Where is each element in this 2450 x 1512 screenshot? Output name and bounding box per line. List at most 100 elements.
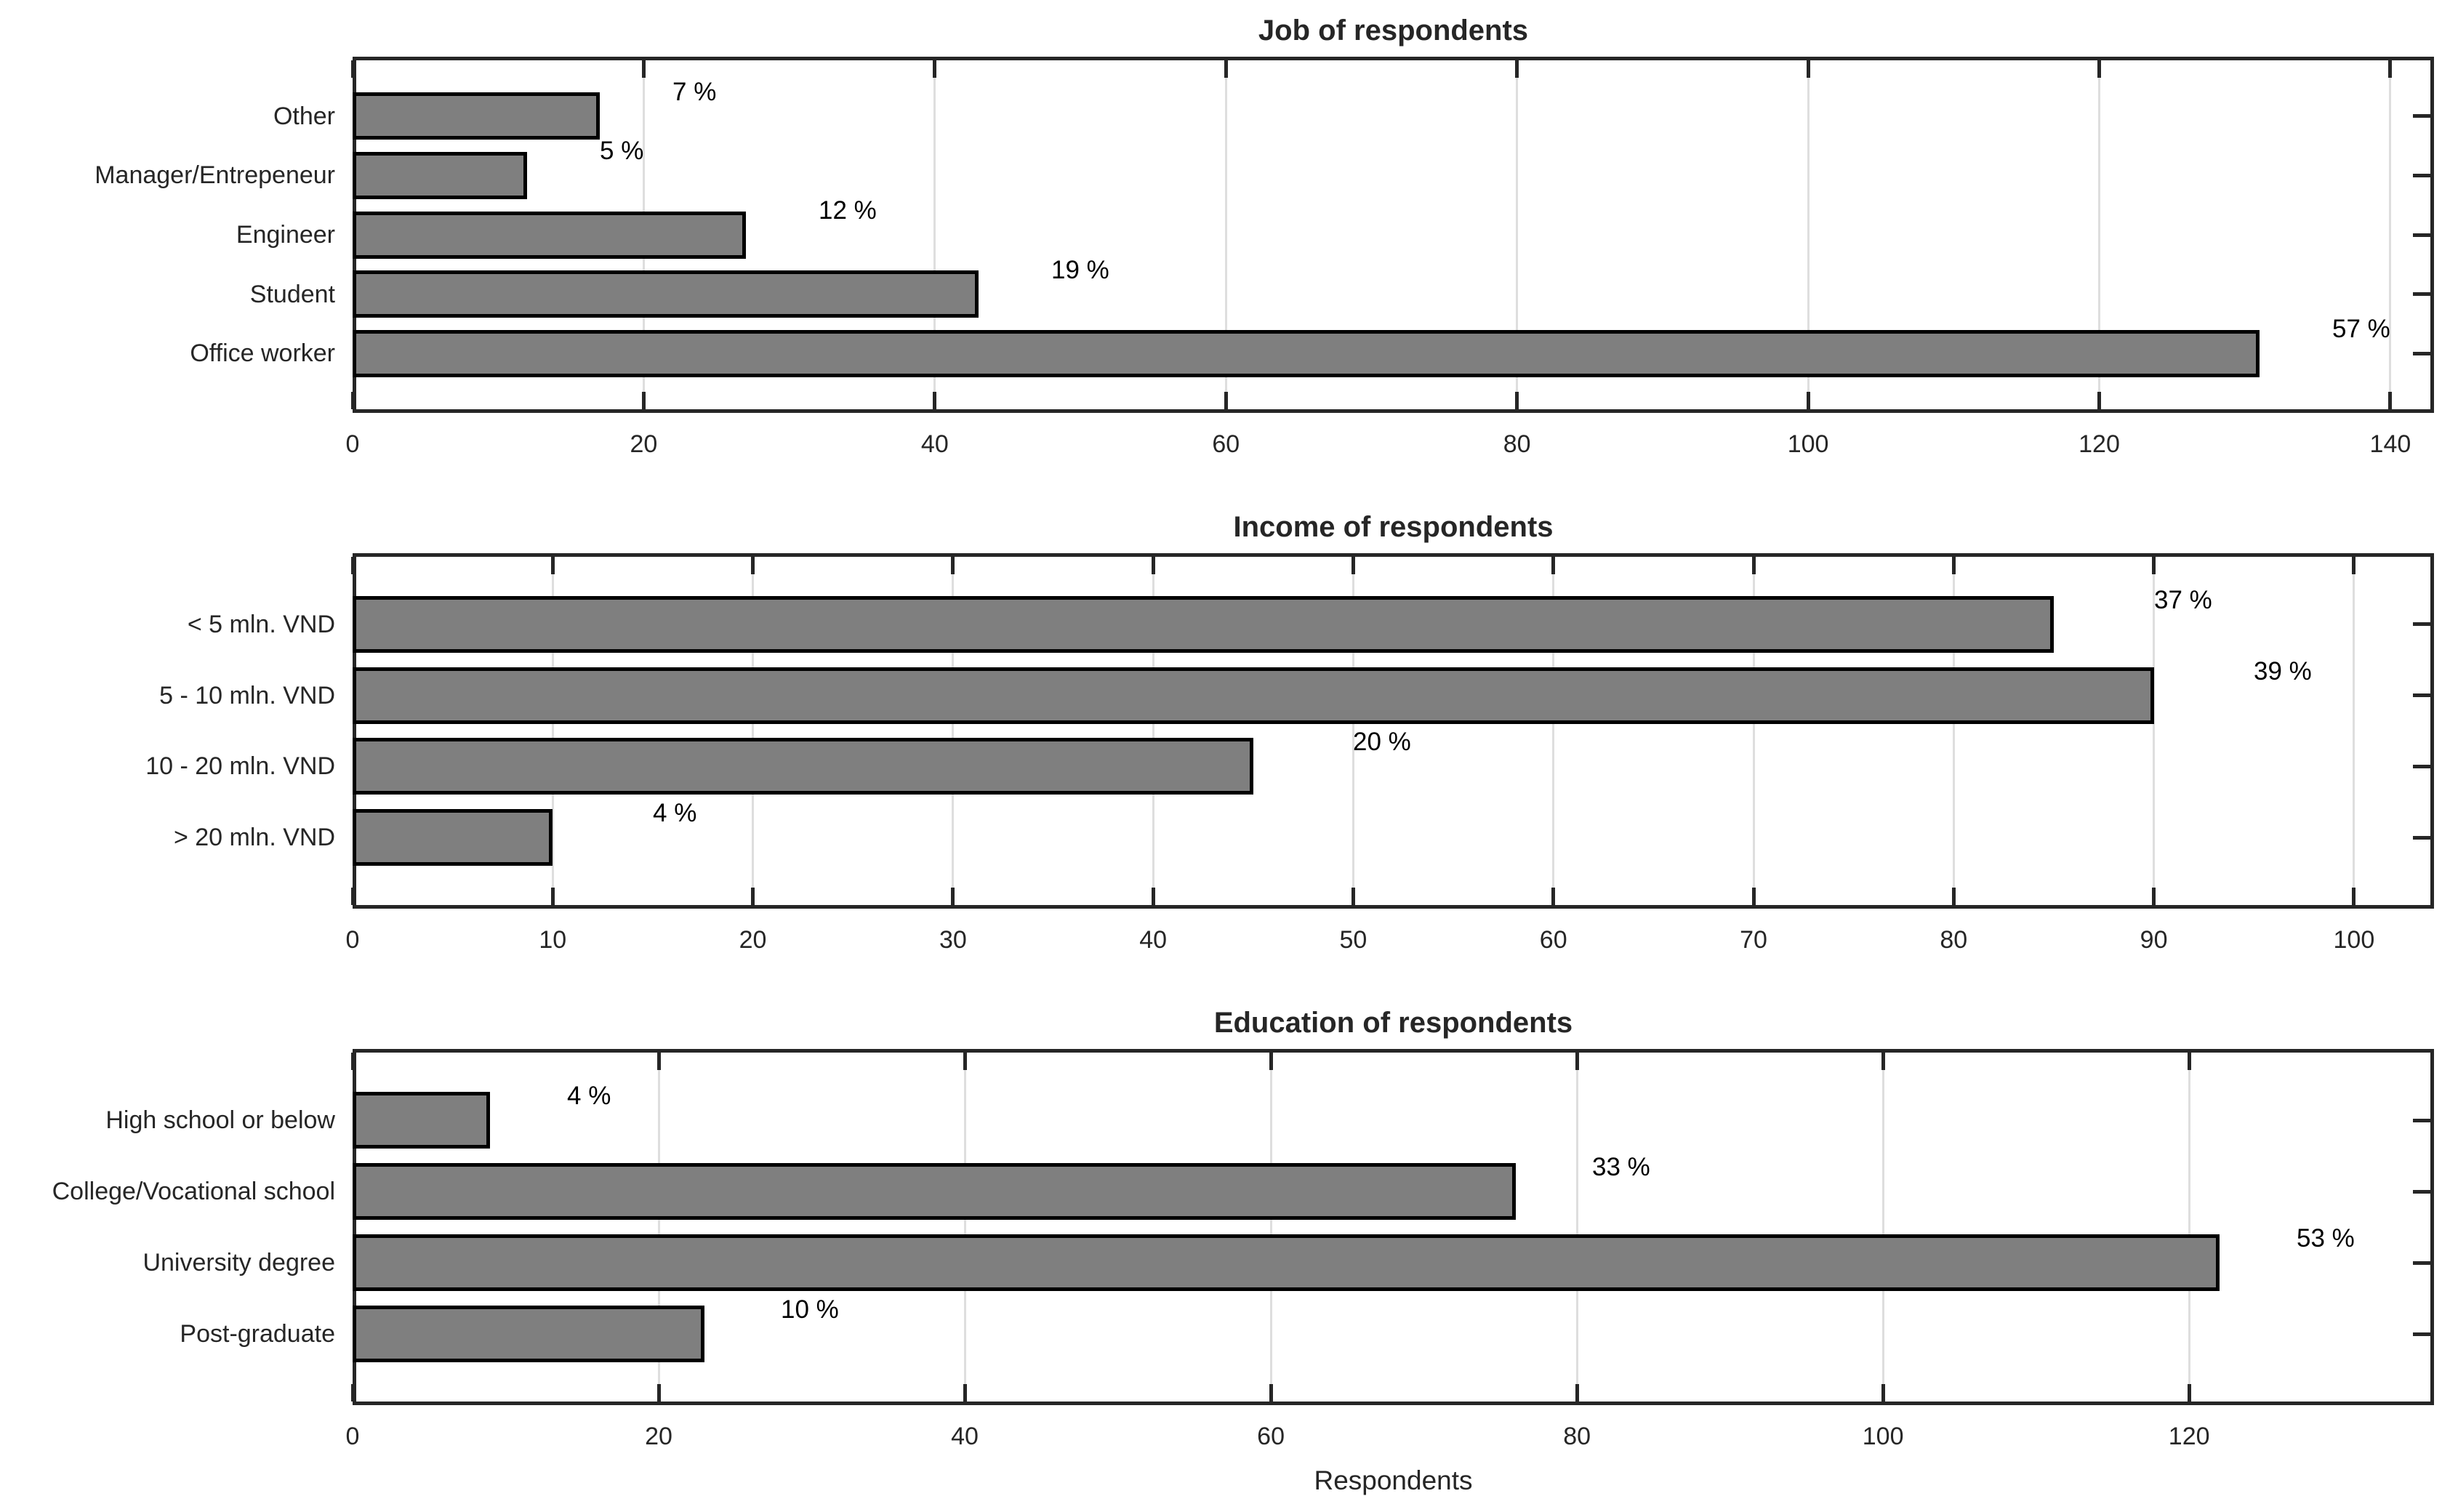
x-tick-mark-top: [2352, 557, 2356, 574]
x-tick-mark: [2352, 888, 2356, 905]
x-tick-mark-top: [933, 60, 937, 78]
x-tick-mark: [350, 888, 355, 905]
y-tick-mark-right: [2413, 622, 2430, 627]
x-tick-mark-top: [641, 60, 646, 78]
bar: [353, 92, 600, 140]
bar-value-label: 4 %: [567, 1082, 611, 1110]
gridline: [1351, 557, 1354, 905]
gridline: [752, 557, 755, 905]
category-label: < 5 mln. VND: [187, 611, 335, 638]
x-tick-label: 100: [1862, 1423, 1904, 1450]
bar: [353, 330, 2260, 377]
y-tick-mark-right: [2413, 835, 2430, 840]
x-tick-label: 80: [1503, 430, 1531, 458]
x-tick-mark-top: [350, 557, 355, 574]
x-tick-mark-top: [1951, 557, 1956, 574]
x-tick-mark: [1575, 1384, 1579, 1402]
x-tick-mark-top: [1269, 1053, 1273, 1070]
gridline: [1752, 557, 1755, 905]
x-tick-mark: [1269, 1384, 1273, 1402]
x-tick-mark: [2152, 888, 2156, 905]
gridline: [1152, 557, 1154, 905]
bar: [353, 809, 553, 866]
bar-value-label: 20 %: [1353, 728, 1411, 756]
x-tick-mark: [963, 1384, 967, 1402]
gridline: [1807, 60, 1810, 409]
x-tick-label: 0: [345, 1423, 360, 1450]
bar: [353, 212, 746, 259]
category-label: Office worker: [190, 339, 335, 367]
y-tick-mark-right: [2413, 1260, 2430, 1265]
plot-area: [353, 1049, 2434, 1405]
category-label: Student: [249, 281, 335, 308]
x-tick-label: 50: [1339, 926, 1367, 954]
x-tick-label: 30: [939, 926, 967, 954]
x-tick-mark-top: [951, 557, 955, 574]
y-tick-mark-right: [2413, 1332, 2430, 1336]
x-tick-mark-top: [751, 557, 755, 574]
gridline: [1881, 1053, 1884, 1402]
category-label: University degree: [142, 1249, 335, 1276]
gridline: [2188, 1053, 2190, 1402]
bar: [353, 1306, 704, 1362]
bar: [353, 1234, 2220, 1291]
bar-value-label: 12 %: [819, 196, 877, 225]
x-tick-label: 80: [1940, 926, 1968, 954]
category-label: College/Vocational school: [52, 1178, 335, 1205]
x-tick-mark-top: [2152, 557, 2156, 574]
y-tick-mark-right: [2413, 233, 2430, 237]
gridline: [933, 60, 936, 409]
x-tick-label: 60: [1212, 430, 1240, 458]
bar-value-label: 57 %: [2332, 315, 2390, 343]
x-tick-mark-top: [1806, 60, 1810, 78]
x-tick-mark-top: [656, 1053, 661, 1070]
bar-value-label: 7 %: [672, 78, 717, 106]
x-tick-mark: [933, 392, 937, 409]
x-tick-label: 70: [1740, 926, 1767, 954]
x-tick-label: 80: [1563, 1423, 1591, 1450]
category-label: Post-graduate: [180, 1320, 335, 1348]
gridline: [952, 557, 955, 905]
chart-title-education: Education of respondents: [1213, 1007, 1573, 1039]
gridline: [1552, 557, 1555, 905]
x-tick-label: 20: [630, 430, 658, 458]
x-tick-label: 60: [1539, 926, 1567, 954]
x-tick-label: 0: [345, 430, 360, 458]
bar: [353, 152, 527, 199]
x-tick-mark: [350, 392, 355, 409]
x-tick-label: 100: [2333, 926, 2375, 954]
x-tick-mark: [1881, 1384, 1885, 1402]
y-tick-mark-right: [2413, 1189, 2430, 1194]
gridline: [1575, 1053, 1578, 1402]
bar: [353, 667, 2154, 724]
category-label: Other: [273, 102, 335, 130]
x-tick-mark-top: [550, 557, 555, 574]
category-label: Engineer: [236, 221, 335, 249]
x-tick-label: 90: [2140, 926, 2168, 954]
x-tick-mark-top: [2097, 60, 2102, 78]
x-tick-mark-top: [350, 60, 355, 78]
x-tick-label: 20: [645, 1423, 672, 1450]
x-tick-mark-top: [1515, 60, 1519, 78]
x-tick-mark-top: [1351, 557, 1355, 574]
x-tick-mark: [951, 888, 955, 905]
gridline: [657, 1053, 660, 1402]
y-tick-mark-right: [2413, 173, 2430, 177]
bar-value-label: 10 %: [781, 1295, 839, 1324]
x-tick-mark-top: [1551, 557, 1556, 574]
x-tick-mark: [1951, 888, 1956, 905]
bar: [353, 270, 979, 318]
y-tick-mark-right: [2413, 693, 2430, 698]
gridline: [2098, 60, 2101, 409]
x-tick-mark: [350, 1384, 355, 1402]
bar-value-label: 19 %: [1051, 256, 1109, 284]
x-tick-mark-top: [2187, 1053, 2191, 1070]
x-tick-mark: [2097, 392, 2102, 409]
bar: [353, 738, 1253, 795]
y-tick-mark-right: [2413, 114, 2430, 118]
plot-area: [353, 553, 2434, 909]
x-tick-label: 40: [1139, 926, 1168, 954]
x-axis-label: Respondents: [1314, 1465, 1473, 1495]
category-label: 5 - 10 mln. VND: [159, 682, 335, 709]
bar: [353, 1092, 490, 1149]
